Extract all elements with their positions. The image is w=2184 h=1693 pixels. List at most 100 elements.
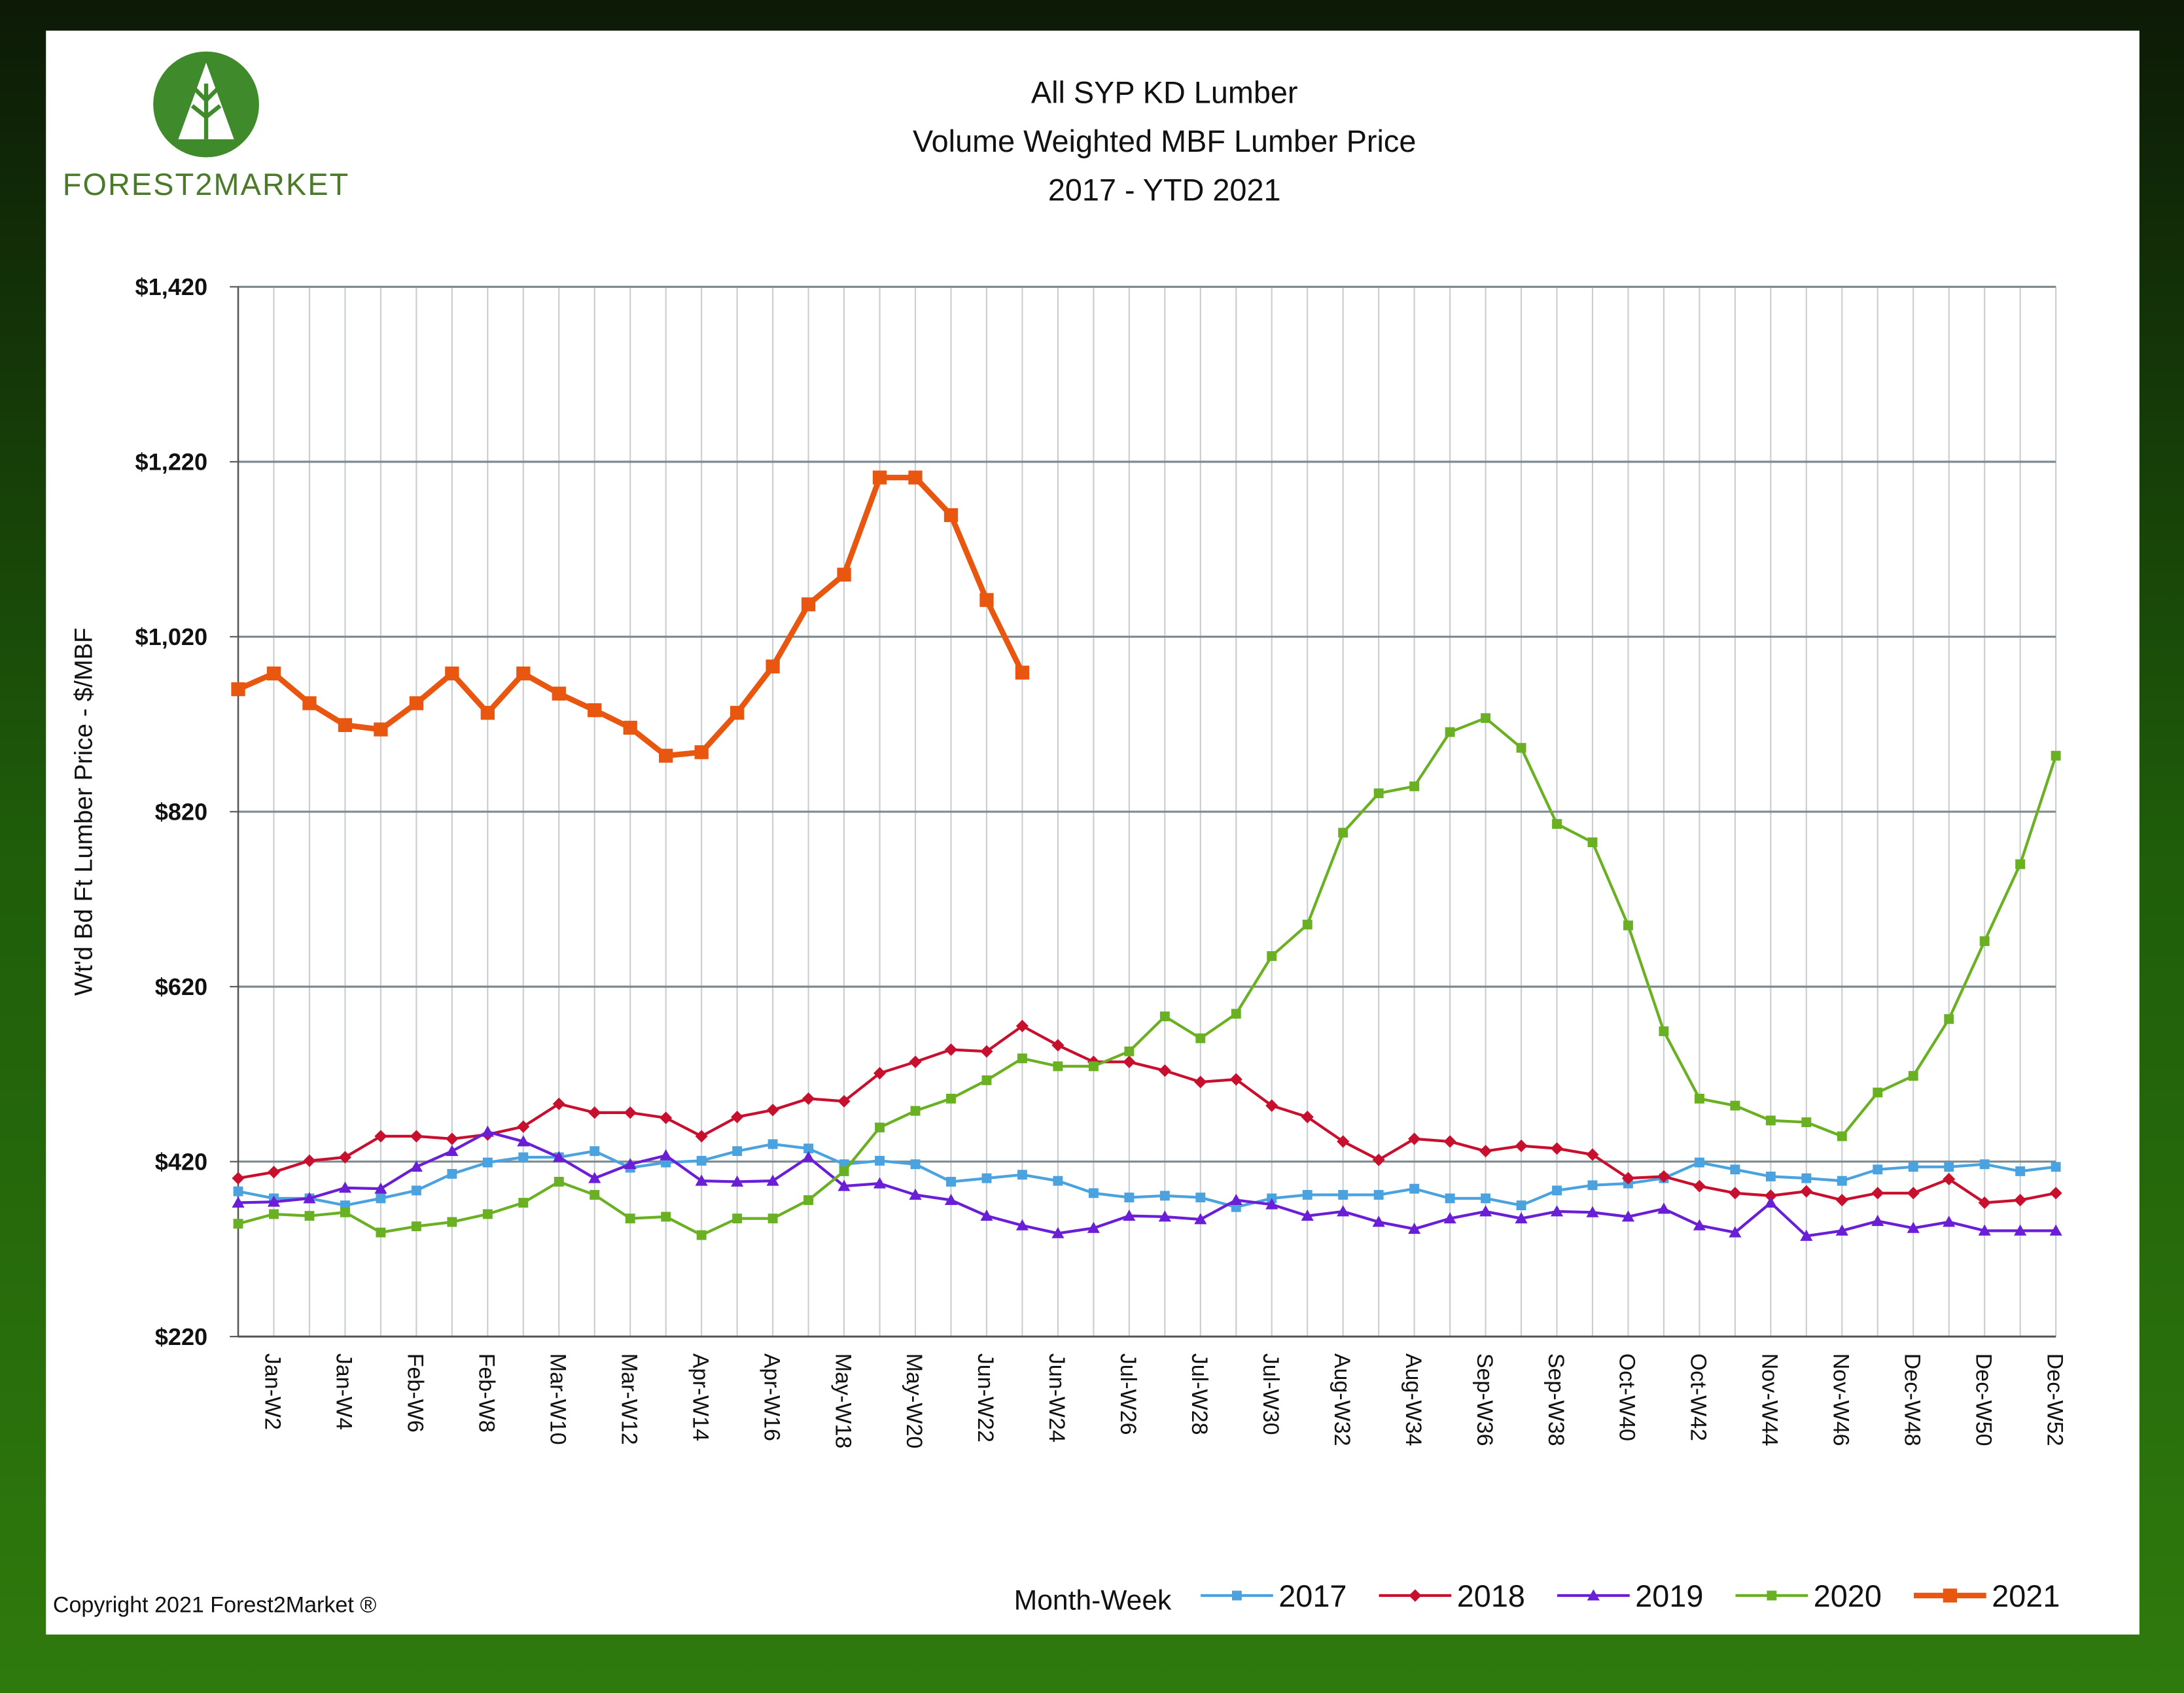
data-point [1694, 1157, 1704, 1168]
data-point [1729, 1226, 1742, 1238]
data-point [1979, 936, 1990, 947]
copyright: Copyright 2021 Forest2Market ® [53, 1593, 376, 1618]
data-point [1800, 1229, 1813, 1241]
legend-marker [1767, 1590, 1777, 1601]
data-point [696, 1230, 707, 1240]
data-point [1978, 1224, 1991, 1236]
data-point [590, 1190, 600, 1200]
data-point [660, 1149, 673, 1161]
data-point [1730, 1100, 1740, 1111]
data-point [909, 1055, 922, 1068]
data-point [623, 720, 637, 735]
legend-marker [1943, 1588, 1958, 1603]
data-point [374, 1182, 387, 1194]
legend-label: 2021 [1992, 1579, 2060, 1613]
data-point [946, 1177, 956, 1187]
series-line [238, 1142, 2056, 1209]
data-point [1586, 1206, 1599, 1217]
x-tick-label: Oct-W42 [1686, 1353, 1711, 1441]
logo-text: FOREST2MARKET [63, 167, 350, 201]
data-point [233, 1219, 243, 1229]
data-point [2051, 1162, 2061, 1172]
chart-title: All SYP KD Lumber [1031, 75, 1298, 109]
data-point [1408, 1223, 1421, 1234]
legend-marker [1231, 1590, 1242, 1601]
data-point [1337, 1135, 1350, 1148]
data-point [872, 470, 887, 485]
data-point [1481, 1193, 1491, 1204]
data-point [1373, 788, 1384, 799]
data-point [1552, 1185, 1562, 1196]
data-point [446, 1145, 459, 1157]
data-point [1479, 1205, 1492, 1217]
y-tick-label: $1,020 [135, 623, 208, 650]
logo: FOREST2MARKET [63, 51, 350, 201]
data-point [837, 1094, 851, 1108]
x-tick-label: Feb-W6 [403, 1353, 428, 1433]
data-point [1587, 837, 1598, 848]
data-point [1159, 1011, 1170, 1022]
data-point [624, 1158, 637, 1170]
data-point [873, 1177, 887, 1189]
y-tick-label: $220 [155, 1323, 207, 1350]
y-tick-label: $1,420 [135, 273, 208, 300]
data-point [1123, 1055, 1136, 1068]
data-point [446, 1132, 459, 1145]
data-point [1124, 1046, 1135, 1056]
data-point [696, 1155, 707, 1166]
data-point [1729, 1187, 1742, 1200]
legend-label: 2020 [1814, 1579, 1882, 1613]
data-point [374, 722, 388, 737]
data-point [694, 745, 709, 759]
data-point [518, 1152, 529, 1162]
data-point [232, 1196, 245, 1208]
data-point [1944, 1162, 1954, 1172]
data-point [1516, 742, 1526, 753]
x-axis-label: Month-Week [1014, 1584, 1172, 1616]
legend-label: 2019 [1635, 1579, 1703, 1613]
x-tick-label: Sep-W36 [1472, 1353, 1497, 1446]
data-point [1088, 1188, 1099, 1198]
data-point [588, 1172, 601, 1183]
x-tick-label: Jul-W28 [1187, 1353, 1212, 1435]
x-tick-label: Nov-W46 [1829, 1353, 1854, 1446]
data-point [1051, 1227, 1065, 1238]
data-point [267, 1166, 281, 1179]
data-point [1338, 1190, 1348, 1200]
data-point [695, 1174, 708, 1186]
y-tick-label: $1,220 [135, 449, 208, 476]
x-tick-label: Aug-W34 [1401, 1353, 1426, 1446]
data-point [1051, 1039, 1065, 1052]
y-axis-label: Wt'd Bd Ft Lumber Price - $/MBF [69, 627, 97, 996]
data-point [481, 1125, 494, 1137]
data-point [1195, 1193, 1206, 1202]
legend-label: 2018 [1457, 1579, 1525, 1613]
x-tick-label: May-W20 [902, 1353, 926, 1449]
data-point [802, 1092, 815, 1105]
data-point [376, 1193, 386, 1204]
data-point [516, 666, 531, 681]
data-point [1871, 1215, 1884, 1227]
data-point [908, 470, 923, 485]
data-point [2015, 1166, 2026, 1176]
data-point [1372, 1153, 1385, 1166]
data-point [588, 703, 602, 718]
data-point [695, 1130, 708, 1143]
data-point [1088, 1061, 1099, 1072]
data-point [1873, 1087, 1883, 1098]
data-point [1835, 1224, 1848, 1236]
data-point [2015, 859, 2026, 869]
data-point [338, 1181, 352, 1193]
data-point [552, 1097, 565, 1111]
data-point [730, 706, 745, 720]
data-point [517, 1135, 530, 1147]
data-point [303, 1154, 316, 1167]
x-tick-label: Oct-W40 [1615, 1353, 1640, 1441]
data-point [411, 1221, 421, 1232]
x-tick-label: Mar-W10 [546, 1353, 571, 1445]
x-tick-label: Feb-W8 [474, 1353, 499, 1433]
x-tick-label: Jun-W24 [1044, 1353, 1069, 1442]
x-tick-label: Jan-W4 [332, 1353, 357, 1430]
data-point [767, 1213, 778, 1224]
